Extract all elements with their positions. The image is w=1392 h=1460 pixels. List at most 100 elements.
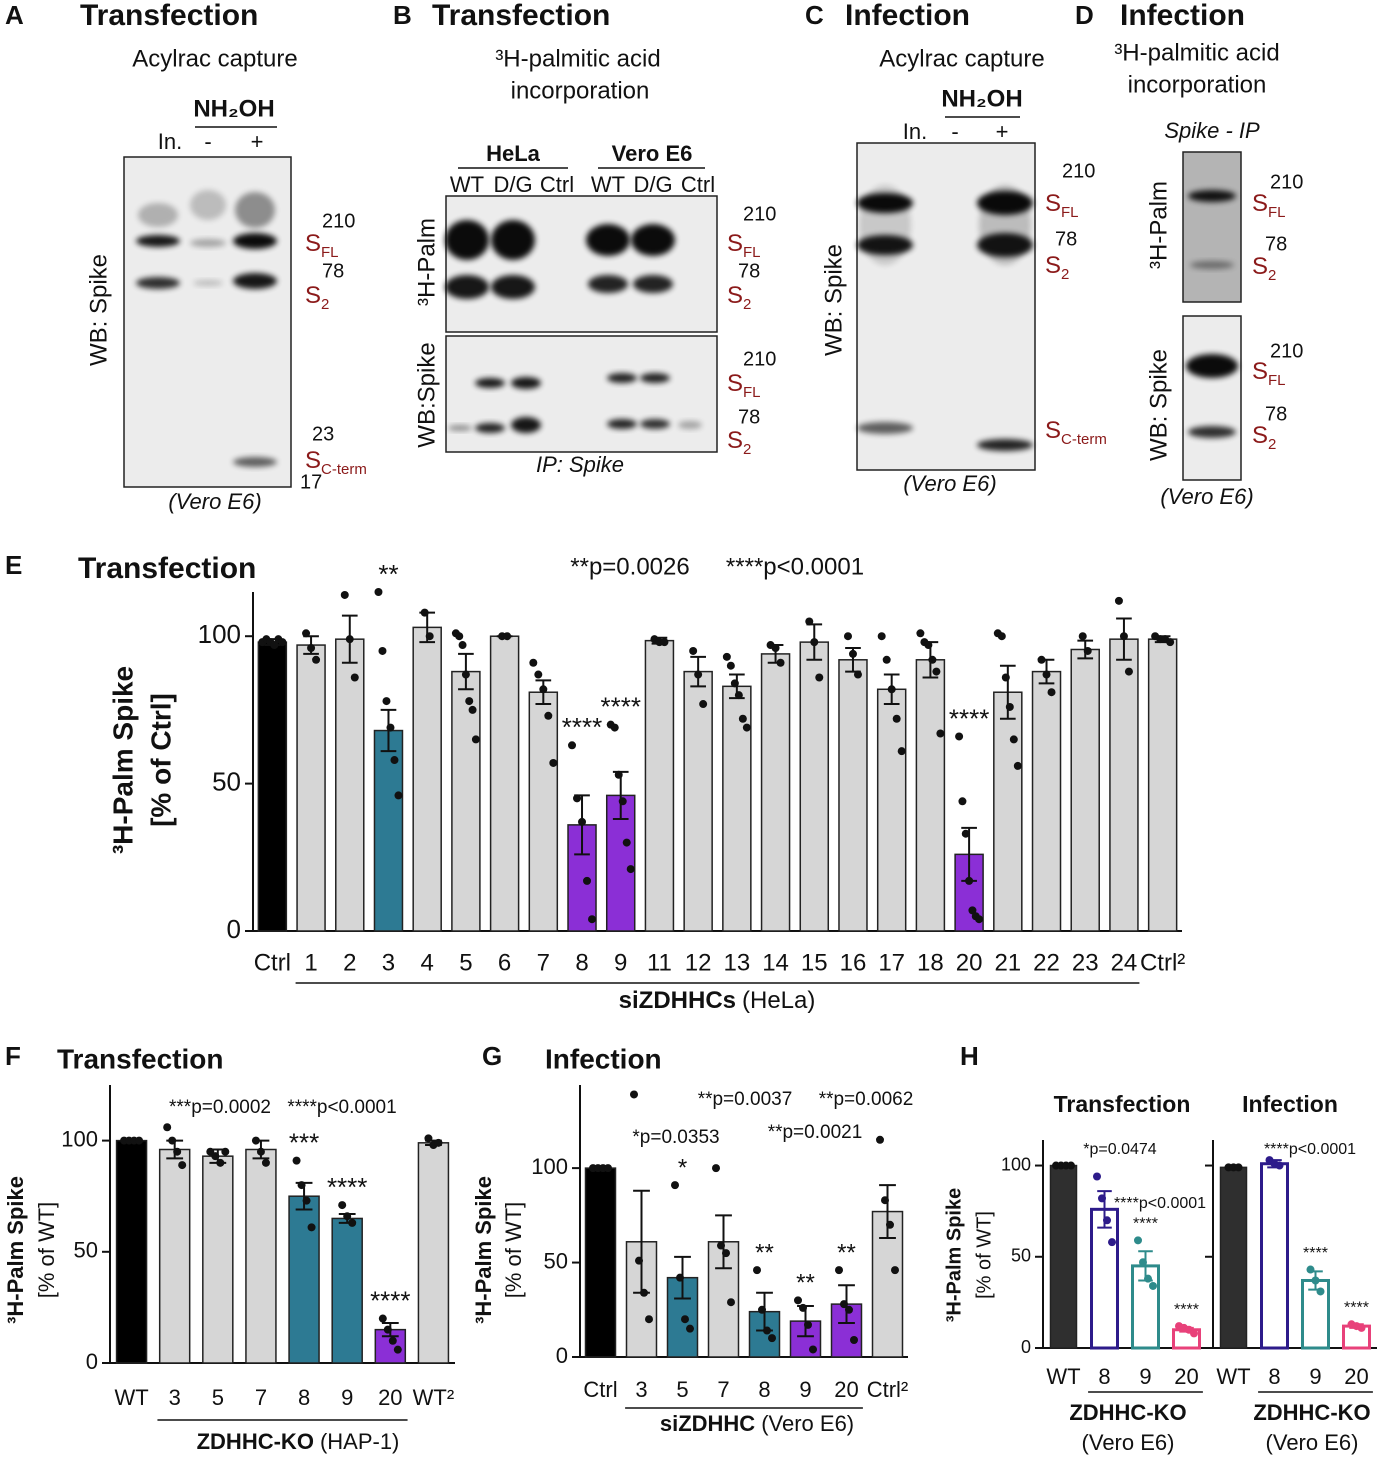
p-value: **p=0.0062 [819, 1089, 914, 1110]
blot-footer: IP: Spike [536, 452, 624, 477]
data-point [848, 649, 857, 658]
data-point [390, 756, 399, 765]
data-point [626, 865, 635, 874]
data-point [1083, 646, 1092, 655]
data-point [1093, 1172, 1101, 1181]
x-tick-label: 5 [212, 1385, 224, 1410]
y-tick-label: 50 [1011, 1246, 1031, 1266]
data-point [458, 641, 467, 650]
x-tick-label: 5 [676, 1377, 688, 1402]
data-point [881, 1196, 889, 1205]
data-point [804, 1320, 812, 1329]
bar [373, 729, 404, 932]
row-label: WB: Spike [1145, 349, 1172, 461]
panel-letter: H [960, 1041, 979, 1071]
x-axis-label: (Vero E6) [1266, 1430, 1359, 1455]
data-point [345, 635, 354, 644]
bar [1090, 1207, 1119, 1350]
data-point [722, 652, 731, 661]
x-tick-label: 8 [575, 949, 588, 976]
x-axis-label: ZDHHC-KO [1253, 1400, 1370, 1425]
panel-subtitle: incorporation [511, 77, 650, 104]
data-point [968, 906, 977, 915]
x-tick-label: 20 [378, 1385, 402, 1410]
data-point [699, 700, 708, 709]
data-point [614, 770, 623, 779]
data-point [378, 1314, 387, 1323]
data-point [845, 1305, 853, 1314]
data-point [343, 1212, 352, 1221]
x-tick-label: Ctrl² [867, 1377, 909, 1402]
data-point [738, 714, 747, 723]
data-point [686, 1324, 694, 1333]
x-tick-label: 16 [840, 949, 867, 976]
band-label: SFL [1252, 190, 1286, 221]
blot-band [857, 193, 913, 213]
p-value: ****p<0.0001 [726, 553, 864, 580]
x-tick-label: 8 [758, 1377, 770, 1402]
x-tick-label: 1 [304, 949, 317, 976]
data-point [1119, 632, 1128, 641]
data-point [799, 1303, 807, 1312]
significance: *** [289, 1127, 319, 1157]
data-point [383, 1325, 392, 1334]
band-name: S [1252, 422, 1268, 449]
bar [202, 1155, 234, 1364]
data-point [727, 1298, 735, 1307]
blot-image [445, 335, 718, 453]
data-point [378, 646, 387, 655]
bar [1070, 648, 1100, 932]
blot-footer: (Vero E6) [903, 471, 996, 496]
data-point [897, 747, 906, 756]
blot-header: Spike - IP [1164, 118, 1260, 143]
blot-footer: (Vero E6) [1160, 484, 1253, 509]
data-point [604, 1164, 612, 1173]
bar [799, 641, 830, 932]
x-tick-label: Ctrl [254, 949, 291, 976]
band-subscript: 2 [743, 296, 751, 313]
lane-label: D/G [493, 172, 532, 197]
blot-footer: (Vero E6) [168, 489, 261, 514]
data-point [635, 1256, 643, 1265]
blot-band [138, 203, 178, 227]
data-point [307, 644, 316, 653]
panel-subtitle: Acylrac capture [132, 45, 297, 72]
blot-band [586, 224, 630, 256]
data-point [382, 697, 391, 706]
data-point [771, 644, 780, 653]
data-point [835, 1266, 843, 1275]
data-point [261, 1158, 270, 1167]
band-label: SFL [305, 230, 339, 261]
x-axis-label-main: ZDHHC-KO [197, 1429, 314, 1454]
significance: **** [600, 692, 640, 722]
blot-band [233, 457, 277, 467]
x-tick-label: 8 [1098, 1364, 1110, 1389]
panel-title: Transfection [80, 0, 258, 32]
x-tick-label: 20 [1344, 1364, 1368, 1389]
band-subscript: 2 [1268, 436, 1276, 453]
panel-letter: E [5, 550, 22, 580]
band-name: S [727, 427, 743, 454]
data-point [1134, 1236, 1142, 1245]
panel-subtitle: ³H-palmitic acid [1114, 39, 1279, 66]
band-label: S2 [727, 427, 751, 458]
mw-marker: 78 [738, 406, 760, 428]
p-value: **p=0.0026 [570, 553, 689, 580]
data-point [1190, 1329, 1198, 1338]
bar [1031, 670, 1062, 932]
data-point [534, 670, 543, 679]
x-tick-label: 20 [834, 1377, 858, 1402]
data-point [539, 685, 548, 694]
band-name: S [1252, 190, 1268, 217]
blot-band [1188, 426, 1236, 438]
blot-band [233, 233, 277, 249]
significance: **** [370, 1285, 410, 1315]
data-point [173, 1147, 182, 1156]
y-tick-label: 50 [212, 766, 241, 796]
data-point [809, 1345, 817, 1354]
blot-band [640, 373, 670, 383]
x-tick-label: 3 [635, 1377, 647, 1402]
x-tick-label: WT [1046, 1364, 1080, 1389]
error-bar [715, 1214, 732, 1270]
bar [451, 670, 481, 932]
